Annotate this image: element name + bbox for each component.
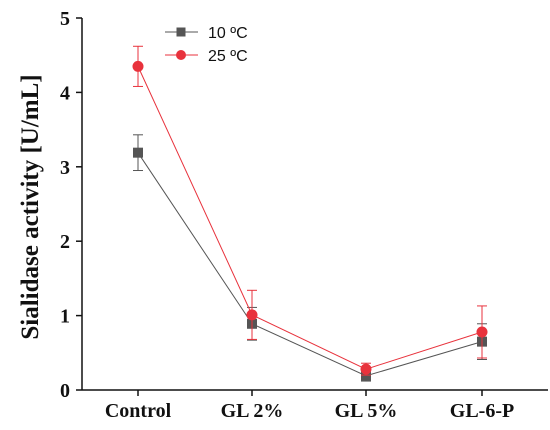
series-layer [132,45,488,382]
data-point [132,60,144,72]
legend: 10 ºC 25 ºC [165,25,248,65]
series-line [137,152,483,377]
y-tick-label: 2 [60,231,70,253]
series-2 [132,45,488,376]
data-point [476,326,488,338]
legend-marker [176,27,186,37]
y-tick-label: 1 [60,306,70,328]
x-tick-label: GL 5% [335,400,398,422]
data-point [246,309,258,321]
data-point [360,363,372,375]
legend-marker [176,50,186,60]
y-axis-ticks: 0 1 2 3 4 5 [60,8,82,402]
x-tick-label: GL 2% [221,400,284,422]
data-point [361,370,371,381]
series-line [137,66,483,370]
plot-area [81,18,548,391]
legend-label: 10 ºC [208,25,248,42]
x-tick-label: GL-6-P [450,400,514,422]
x-tick-label: Control [105,400,172,422]
y-tick-label: 5 [60,8,70,30]
y-axis-title: Sialidase activity [U/mL] [17,74,44,339]
x-axis-ticks: Control GL 2% GL 5% GL-6-P [105,390,514,422]
y-tick-label: 3 [60,157,70,179]
legend-label: 25 ºC [208,48,248,65]
legend-item: 25 ºC [165,48,248,65]
y-tick-label: 0 [60,380,70,402]
legend-item: 10 ºC [165,25,248,42]
data-point [133,147,143,158]
y-tick-label: 4 [60,82,70,104]
